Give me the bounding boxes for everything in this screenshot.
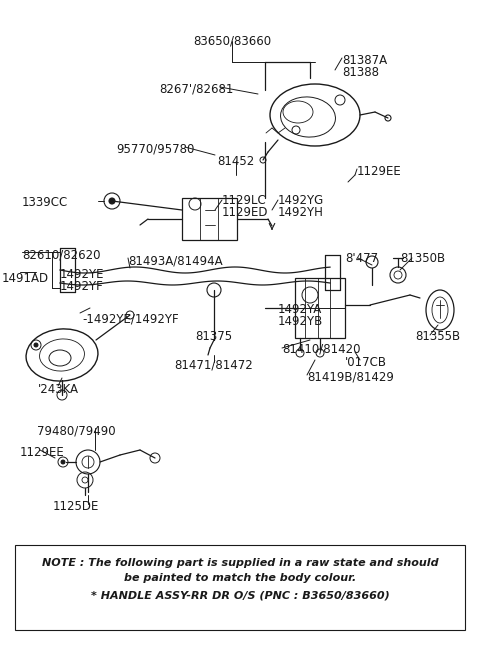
Text: 81375: 81375 — [195, 330, 233, 343]
Text: NOTE : The following part is supplied in a raw state and should: NOTE : The following part is supplied in… — [42, 558, 438, 568]
Bar — [295, 278, 345, 338]
Text: 1492YB: 1492YB — [278, 315, 323, 328]
Circle shape — [34, 343, 38, 347]
Text: -1492YE/1492YF: -1492YE/1492YF — [82, 313, 179, 326]
Bar — [182, 198, 237, 240]
Text: * HANDLE ASSY-RR DR O/S (PNC : B3650/83660): * HANDLE ASSY-RR DR O/S (PNC : B3650/836… — [91, 590, 389, 600]
Text: 1129EE: 1129EE — [20, 446, 65, 459]
Text: 82610/82620: 82610/82620 — [22, 248, 100, 261]
Text: 1492YF: 1492YF — [60, 280, 104, 293]
Text: 1492YH: 1492YH — [278, 206, 324, 219]
Text: 81419B/81429: 81419B/81429 — [307, 371, 394, 384]
Text: 81471/81472: 81471/81472 — [175, 358, 253, 371]
Text: 81350B: 81350B — [400, 252, 445, 265]
Text: 81452: 81452 — [217, 155, 254, 168]
Text: 8267'/82681: 8267'/82681 — [159, 82, 233, 95]
Text: 1492YG: 1492YG — [278, 194, 324, 207]
Text: 1491AD: 1491AD — [2, 272, 49, 285]
Text: 95770/95780: 95770/95780 — [116, 142, 194, 155]
Circle shape — [61, 460, 65, 464]
Text: 79480/79490: 79480/79490 — [36, 424, 115, 437]
Text: 83650/83660: 83650/83660 — [193, 35, 271, 48]
Text: 1339CC: 1339CC — [22, 196, 68, 209]
Text: 81355B: 81355B — [415, 330, 460, 343]
Text: 1125DE: 1125DE — [53, 500, 99, 513]
Circle shape — [109, 198, 115, 204]
Text: 8'477: 8'477 — [345, 252, 378, 265]
Text: 1492YA: 1492YA — [278, 303, 322, 316]
Text: 81388: 81388 — [342, 66, 379, 79]
Text: 1129LC: 1129LC — [222, 194, 267, 207]
Text: 1492YE: 1492YE — [60, 268, 105, 281]
Text: 81410/81420: 81410/81420 — [282, 343, 360, 356]
Text: '243KA: '243KA — [37, 383, 79, 396]
Bar — [15, 545, 465, 630]
Text: 81387A: 81387A — [342, 54, 387, 67]
Text: 81493A/81494A: 81493A/81494A — [128, 255, 223, 268]
Text: '017CB: '017CB — [345, 356, 387, 369]
Text: 1129EE: 1129EE — [357, 165, 402, 178]
Text: 1129ED: 1129ED — [222, 206, 268, 219]
Text: be painted to match the body colour.: be painted to match the body colour. — [124, 573, 356, 583]
